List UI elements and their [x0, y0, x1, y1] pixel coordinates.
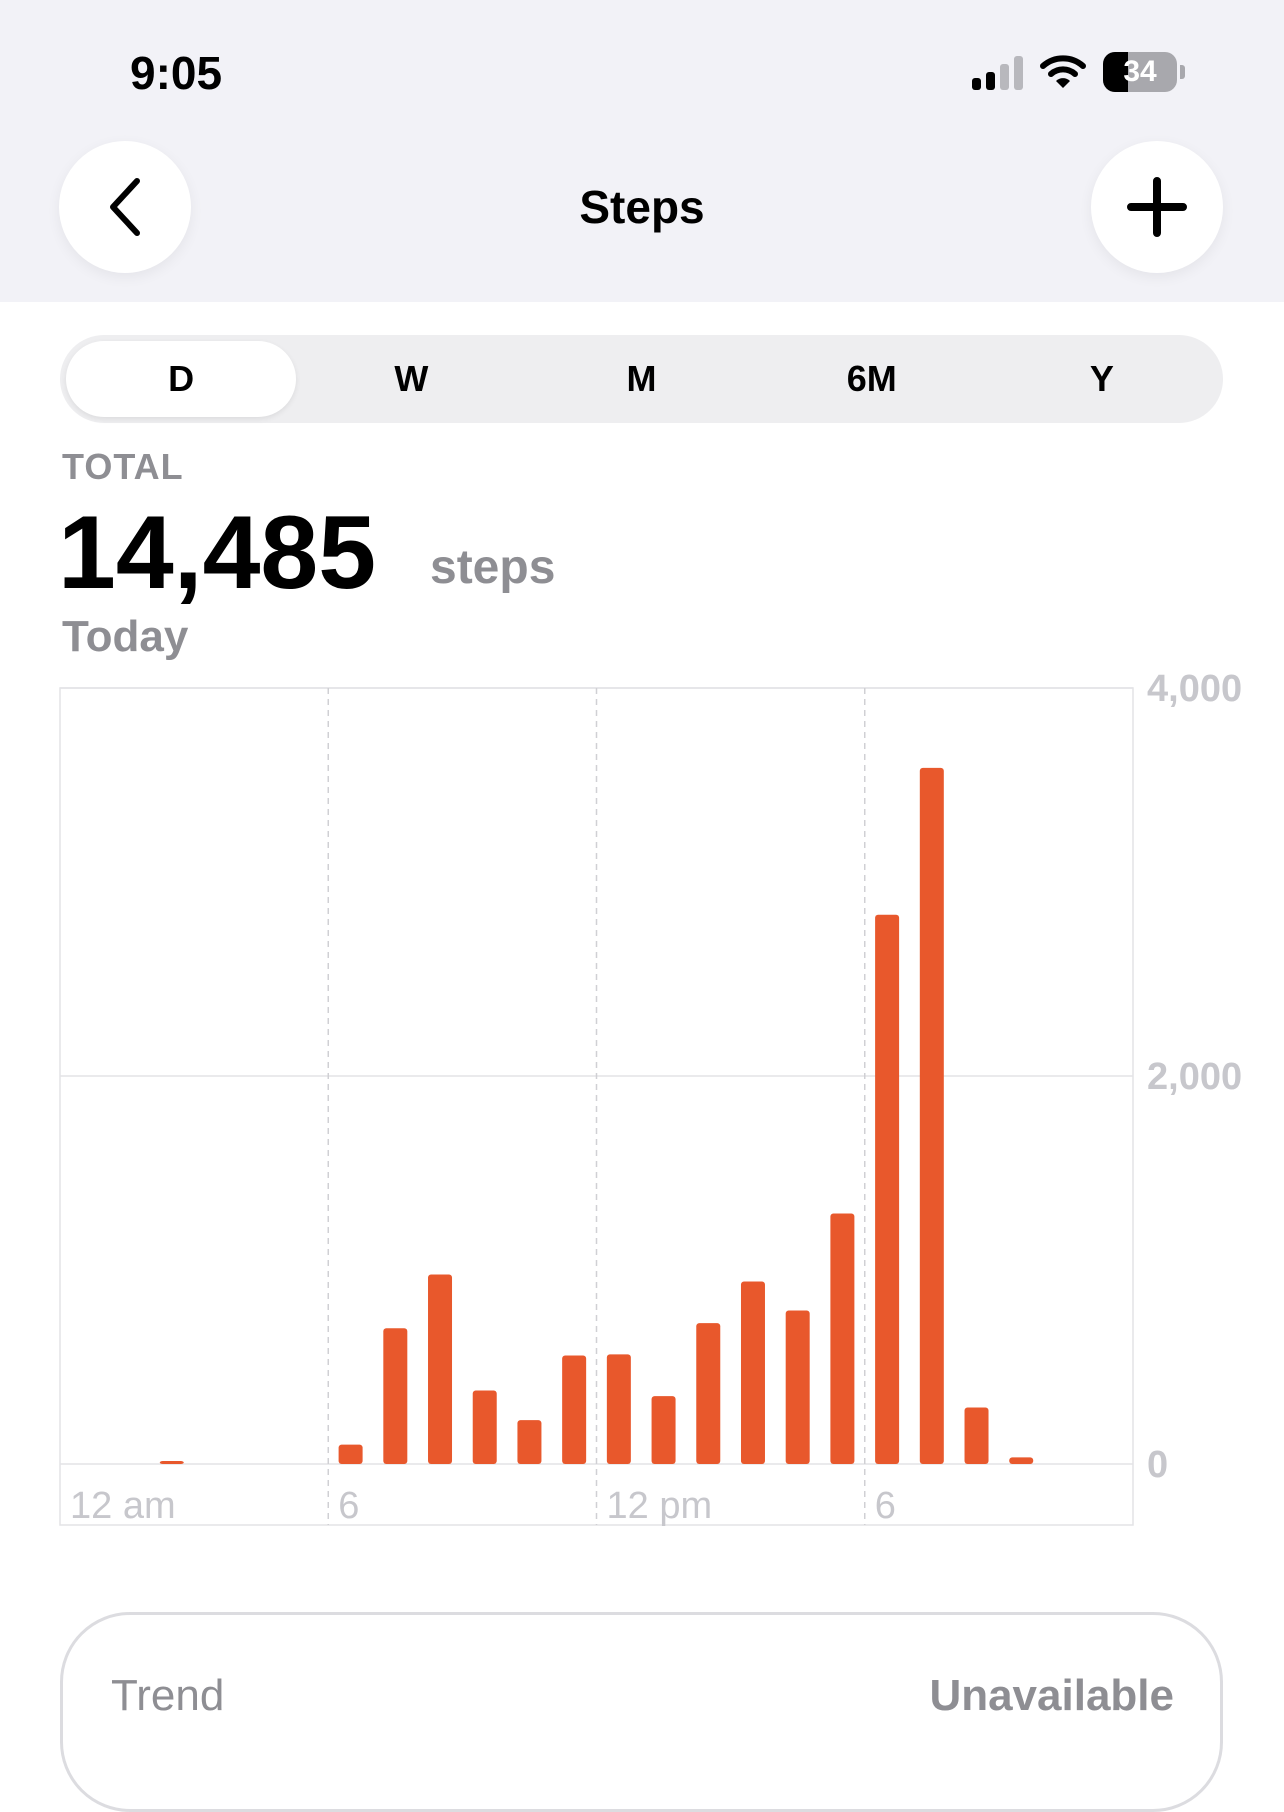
bar-hour-8	[428, 1274, 453, 1464]
segment-month[interactable]: M	[626, 358, 657, 399]
plus-icon	[1127, 177, 1187, 237]
bar-hour-21	[1009, 1457, 1034, 1464]
x-tick-label: 12 am	[70, 1485, 176, 1527]
bar-hour-20	[964, 1407, 989, 1464]
bar-hour-19	[919, 767, 944, 1464]
x-tick-label: 6	[875, 1485, 896, 1527]
status-icons: 34	[972, 52, 1185, 92]
trend-value: Unavailable	[929, 1671, 1174, 1720]
trend-card[interactable]: Trend Unavailable	[60, 1612, 1223, 1812]
bar-hour-11	[562, 1355, 587, 1464]
bar-hour-15	[740, 1281, 765, 1464]
bar-hour-13	[651, 1396, 676, 1464]
bar-hour-9	[472, 1390, 497, 1464]
steps-bar-chart[interactable]: 4,000 2,000 0 12 am 6 12 pm 6	[0, 670, 1284, 1540]
y-tick-label: 4,000	[1147, 670, 1242, 710]
time-range-segmented-control: D W M 6M Y	[60, 335, 1223, 423]
x-tick-label: 12 pm	[607, 1485, 713, 1527]
back-button[interactable]	[59, 141, 191, 273]
bar-hour-17	[830, 1213, 855, 1464]
segment-6-months[interactable]: 6M	[846, 358, 897, 399]
navigation-header	[0, 0, 1284, 302]
add-data-button[interactable]	[1091, 141, 1223, 273]
x-tick-label: 6	[338, 1485, 359, 1527]
bar-hour-6	[338, 1444, 363, 1464]
period-label: Today	[62, 612, 189, 661]
y-tick-label: 2,000	[1147, 1056, 1242, 1098]
y-tick-label: 0	[1147, 1444, 1168, 1486]
total-steps-value: 14,485	[58, 495, 377, 611]
bar-hour-18	[875, 914, 900, 1464]
page-title: Steps	[579, 181, 705, 233]
bar-hour-2	[159, 1461, 184, 1464]
battery-icon: 34	[1103, 52, 1177, 92]
segment-day[interactable]: D	[66, 341, 297, 417]
chevron-left-icon	[110, 178, 140, 236]
wifi-icon	[1040, 55, 1086, 88]
bar-hour-12	[606, 1354, 631, 1464]
bar-hour-10	[517, 1420, 542, 1464]
segment-year[interactable]: Y	[1089, 358, 1114, 399]
battery-level: 34	[1123, 55, 1157, 88]
bar-hour-14	[696, 1323, 721, 1464]
bar-hour-16	[785, 1310, 810, 1464]
cellular-signal-icon	[972, 54, 1023, 90]
bar-hour-7	[383, 1328, 408, 1464]
battery-cap	[1180, 65, 1185, 79]
trend-label: Trend	[111, 1671, 225, 1720]
segment-week[interactable]: W	[394, 358, 429, 399]
status-time: 9:05	[130, 47, 223, 99]
steps-unit: steps	[430, 541, 556, 594]
total-label: TOTAL	[62, 446, 184, 487]
